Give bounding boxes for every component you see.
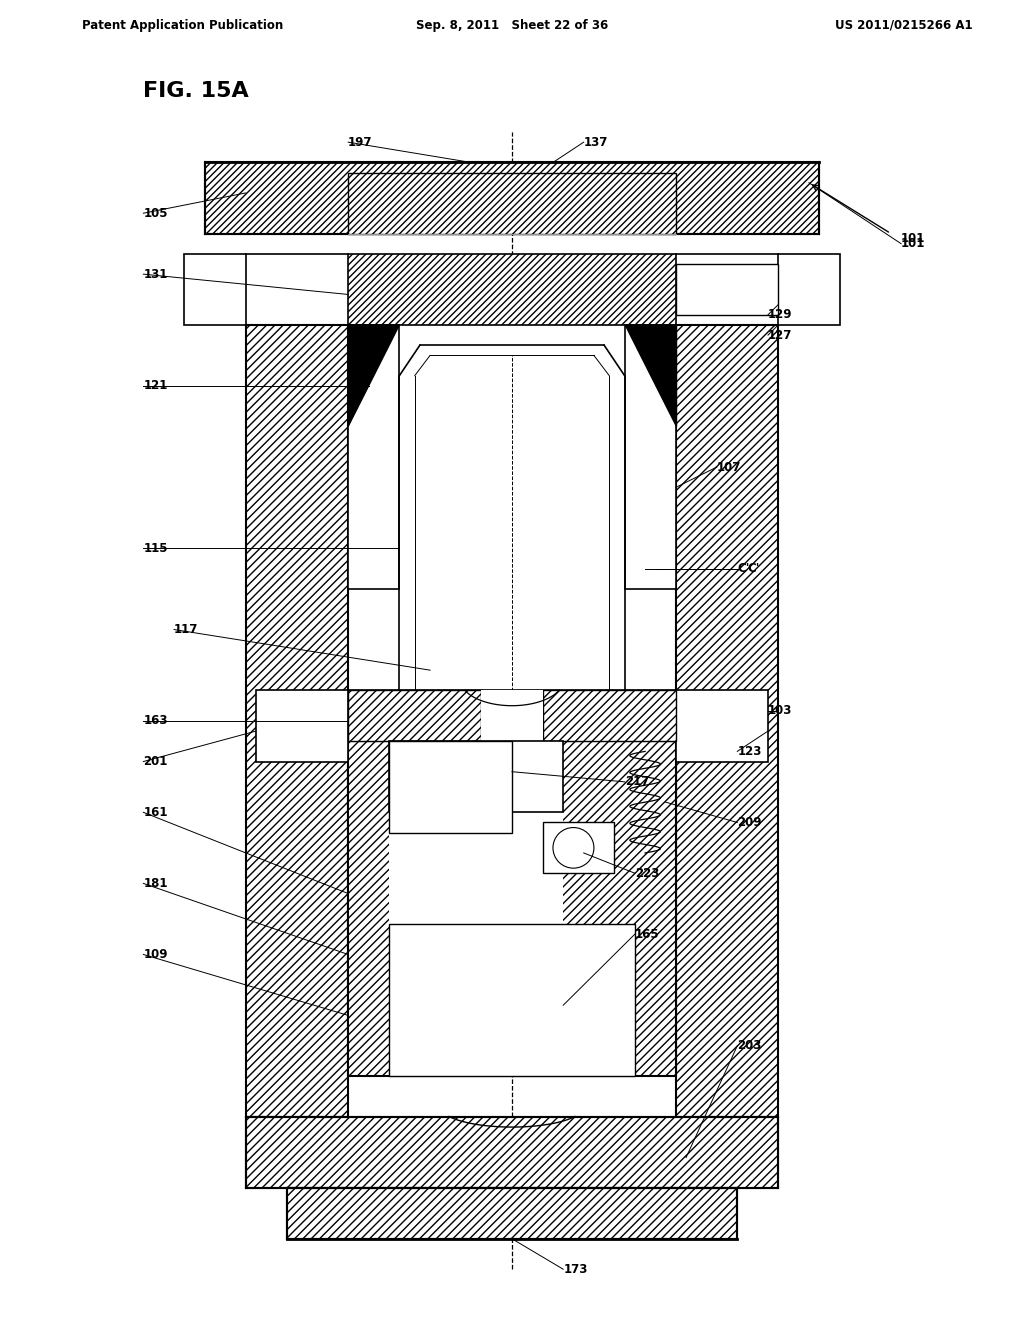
Text: 121: 121 bbox=[143, 379, 168, 392]
Text: 131: 131 bbox=[143, 268, 168, 281]
Bar bbox=[676, 264, 778, 314]
Text: 201: 201 bbox=[143, 755, 168, 768]
Text: C': C' bbox=[737, 562, 750, 576]
Bar bbox=[389, 781, 563, 1036]
Bar bbox=[246, 1117, 778, 1188]
Text: 173: 173 bbox=[563, 1263, 588, 1275]
Polygon shape bbox=[625, 325, 676, 426]
Bar bbox=[399, 325, 625, 710]
Bar bbox=[625, 325, 676, 589]
Text: 165: 165 bbox=[635, 928, 659, 941]
Text: 105: 105 bbox=[143, 207, 168, 219]
Text: 163: 163 bbox=[143, 714, 168, 727]
Bar bbox=[543, 690, 676, 742]
Bar bbox=[676, 325, 778, 1117]
Polygon shape bbox=[348, 325, 399, 426]
Text: C': C' bbox=[748, 562, 760, 576]
Text: 103: 103 bbox=[768, 705, 793, 717]
Bar bbox=[348, 690, 676, 742]
Bar bbox=[205, 162, 819, 234]
Text: Patent Application Publication: Patent Application Publication bbox=[82, 18, 284, 32]
Bar bbox=[389, 742, 512, 833]
Text: 217: 217 bbox=[625, 775, 649, 788]
Bar bbox=[348, 173, 676, 234]
Text: Sep. 8, 2011   Sheet 22 of 36: Sep. 8, 2011 Sheet 22 of 36 bbox=[416, 18, 608, 32]
Bar bbox=[389, 924, 635, 1076]
Text: FIG. 15A: FIG. 15A bbox=[143, 82, 249, 102]
Text: 115: 115 bbox=[143, 541, 168, 554]
Text: 109: 109 bbox=[143, 948, 168, 961]
Bar bbox=[348, 253, 676, 325]
Bar bbox=[481, 690, 543, 742]
Bar bbox=[246, 325, 348, 1117]
Text: 181: 181 bbox=[143, 876, 168, 890]
Text: 107: 107 bbox=[717, 461, 741, 474]
Bar bbox=[676, 690, 768, 762]
Text: 101: 101 bbox=[901, 232, 926, 246]
Text: 117: 117 bbox=[174, 623, 199, 636]
Bar bbox=[184, 253, 246, 325]
Text: 223: 223 bbox=[635, 867, 659, 879]
Text: US 2011/0215266 A1: US 2011/0215266 A1 bbox=[836, 18, 973, 32]
Text: 203: 203 bbox=[737, 1039, 762, 1052]
Bar bbox=[348, 690, 481, 742]
Bar bbox=[543, 822, 614, 874]
Text: 209: 209 bbox=[737, 816, 762, 829]
Text: 197: 197 bbox=[348, 136, 373, 149]
Bar bbox=[389, 742, 563, 812]
Bar bbox=[348, 742, 676, 1076]
Bar bbox=[778, 253, 840, 325]
Text: 101: 101 bbox=[901, 238, 926, 251]
Text: 127: 127 bbox=[768, 329, 793, 342]
Text: 137: 137 bbox=[584, 136, 608, 149]
Text: 123: 123 bbox=[737, 744, 762, 758]
Bar bbox=[256, 690, 348, 762]
Text: 129: 129 bbox=[768, 309, 793, 321]
Text: 161: 161 bbox=[143, 805, 168, 818]
Circle shape bbox=[553, 828, 594, 869]
Bar bbox=[348, 325, 399, 589]
Bar bbox=[287, 1188, 737, 1238]
